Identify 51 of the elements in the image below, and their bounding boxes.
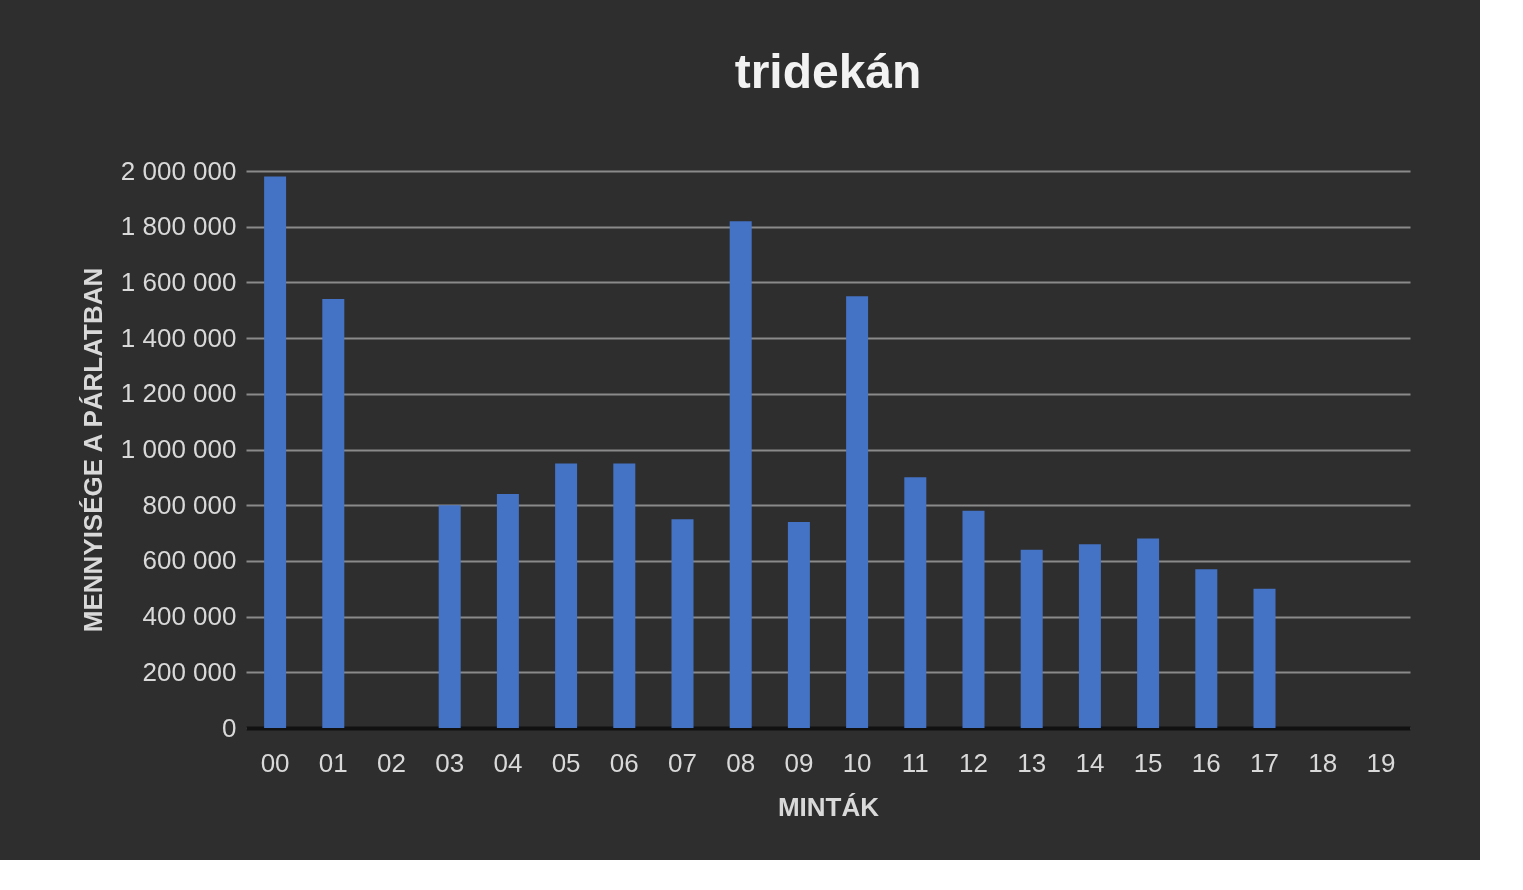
y-tick-label: 2 000 000 [120, 155, 237, 186]
bar [1020, 549, 1043, 728]
y-tick-label: 1 400 000 [120, 322, 237, 353]
x-tick-label: 16 [1191, 747, 1221, 778]
x-tick-label: 06 [609, 747, 639, 778]
y-tick-label: 200 000 [142, 656, 237, 687]
x-tick-label: 18 [1308, 747, 1338, 778]
bar [264, 176, 287, 728]
bar [671, 519, 694, 728]
x-tick-label: 05 [551, 747, 581, 778]
y-tick-label: 600 000 [142, 545, 237, 576]
y-tick-label: 1 600 000 [120, 266, 237, 297]
x-tick-label: 17 [1250, 747, 1279, 778]
bar [555, 463, 578, 728]
bar [729, 221, 752, 728]
x-tick-label: 07 [668, 747, 697, 778]
y-tick-label: 1 200 000 [120, 378, 237, 409]
x-axis-title: MINTÁK [777, 791, 880, 822]
bar [1195, 569, 1218, 728]
x-tick-label: 19 [1366, 747, 1396, 778]
x-tick-label: 08 [726, 747, 756, 778]
x-tick-label: 01 [318, 747, 348, 778]
x-tick-label: 00 [260, 747, 290, 778]
bar [904, 477, 927, 728]
x-tick-label: 15 [1133, 747, 1163, 778]
bar [1253, 588, 1276, 728]
bar [613, 463, 636, 728]
x-tick-label: 14 [1075, 747, 1105, 778]
y-tick-label: 800 000 [142, 489, 237, 520]
y-axis-title: MENNYISÉGE A PÁRLATBAN [77, 267, 108, 633]
bar [1078, 544, 1101, 728]
chart-title: tridekán [734, 45, 922, 98]
bar [962, 510, 985, 728]
bar [1137, 538, 1160, 728]
bar [846, 296, 869, 728]
y-tick-label: 1 800 000 [120, 211, 237, 242]
y-tick-label: 0 [222, 712, 237, 743]
bar [438, 505, 461, 728]
y-tick-label: 1 000 000 [120, 434, 237, 464]
x-tick-label: 12 [959, 747, 988, 778]
x-tick-label: 02 [377, 747, 406, 778]
bar [496, 494, 519, 728]
x-tick-label: 11 [901, 747, 929, 778]
x-tick-label: 10 [842, 747, 872, 778]
x-tick-label: 09 [784, 747, 814, 778]
x-tick-label: 04 [493, 747, 523, 778]
y-tick-label: 400 000 [142, 601, 237, 632]
x-tick-label: 13 [1017, 747, 1047, 778]
bar [322, 299, 345, 728]
bar [787, 521, 810, 728]
x-tick-label: 03 [435, 747, 465, 778]
